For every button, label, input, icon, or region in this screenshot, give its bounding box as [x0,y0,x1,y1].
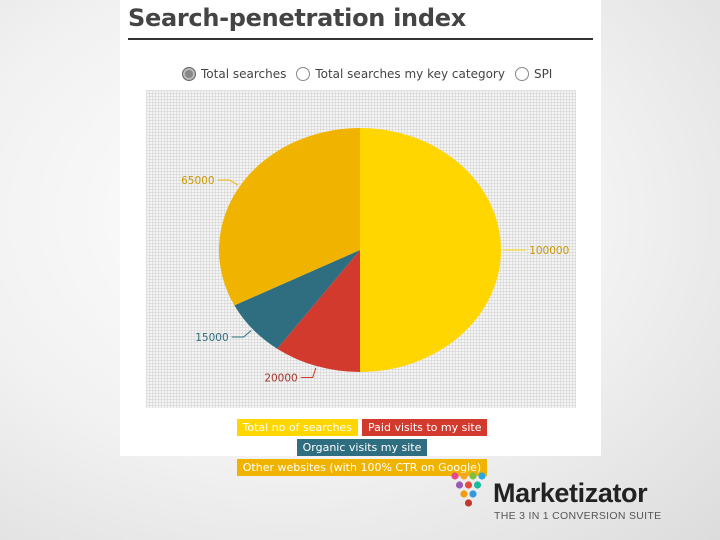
logo-dot [464,499,473,507]
logo-dot [451,472,459,480]
pie-chart: 100000 20000 15000 65000 [181,128,569,384]
chart-legend: Total no of searches Paid visits to my s… [182,419,542,476]
radio-button-icon[interactable] [514,67,529,81]
logo-dot [469,490,477,498]
logo-dot [478,472,486,480]
page-title: Search-penetration index [128,4,466,32]
radio-total-searches-category[interactable]: Total searches my key category [296,67,505,81]
logo-dot [455,481,464,489]
pie-slice-1[interactable] [360,128,501,372]
logo-dot [464,481,473,489]
legend-item-total-searches[interactable]: Total no of searches [236,419,359,436]
logo-dot [469,472,477,480]
logo-dot [460,490,468,498]
pie-chart-area: 100000 20000 15000 65000 [146,90,576,408]
marketizator-logo: Marketizator THE 3 IN 1 CONVERSION SUITE [449,470,689,530]
radio-label: Total searches my key category [315,67,505,81]
logo-dots-icon [451,472,486,507]
metric-radio-group: Total searches Total searches my key cat… [182,64,552,84]
legend-item-other-websites[interactable]: Other websites (with 100% CTR on Google) [236,459,488,476]
radio-label: SPI [533,67,553,81]
radio-total-searches[interactable]: Total searches [182,67,286,81]
pie-data-label-1: 100000 [529,245,569,257]
pie-data-label-4: 65000 [181,175,214,187]
radio-button-icon[interactable] [296,67,311,81]
radio-spi[interactable]: SPI [514,67,553,81]
logo-dot [473,481,482,489]
title-divider [128,38,593,40]
pie-slice-4[interactable] [219,128,360,306]
logo-tagline: THE 3 IN 1 CONVERSION SUITE [494,510,662,522]
pie-leader-line-4 [217,179,239,186]
logo-dot [460,472,468,480]
radio-label: Total searches [201,67,287,81]
legend-item-paid-visits[interactable]: Paid visits to my site [362,419,488,436]
pie-slice-3[interactable] [234,250,360,349]
pie-leader-line-3 [231,330,252,338]
chart-panel: Search-penetration index Total searches … [120,0,601,476]
logo-wordmark: Marketizator [493,478,648,508]
pie-data-label-2: 20000 [264,372,297,384]
radio-button-icon[interactable] [182,67,196,81]
pie-slice-2[interactable] [277,250,360,372]
pie-leader-line-2 [300,367,317,378]
pie-data-label-3: 15000 [195,332,228,344]
legend-item-organic-visits[interactable]: Organic visits my site [296,439,428,456]
